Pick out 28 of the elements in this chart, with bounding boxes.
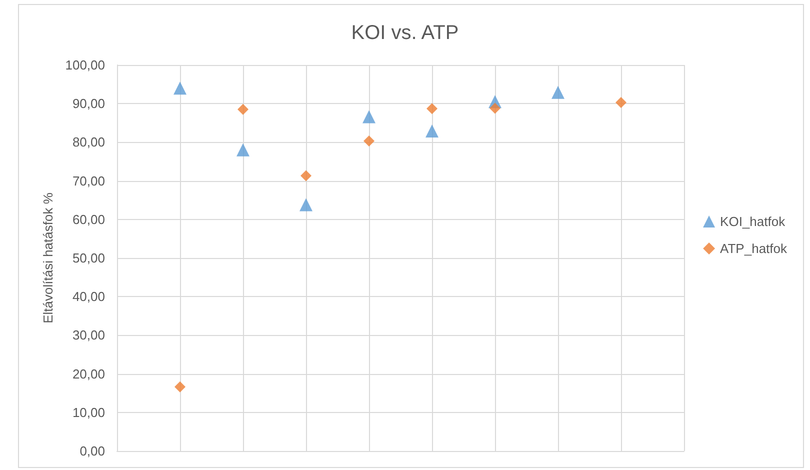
point xyxy=(174,82,186,95)
point xyxy=(364,136,374,147)
y-tick-label: 30,00 xyxy=(72,328,105,343)
point xyxy=(362,110,376,124)
y-tick-label: 60,00 xyxy=(72,212,105,227)
point xyxy=(236,143,250,156)
y-tick-label: 100,00 xyxy=(65,58,105,72)
y-tick-label: 0,00 xyxy=(80,444,105,458)
point xyxy=(426,103,438,114)
point xyxy=(426,124,438,138)
point xyxy=(174,381,186,392)
legend-label: KOI_hatfok xyxy=(720,214,786,229)
point xyxy=(552,86,564,99)
y-tick-label: 10,00 xyxy=(72,404,105,420)
y-tick-label: 70,00 xyxy=(72,173,105,188)
point xyxy=(300,170,312,182)
point xyxy=(490,102,500,114)
y-tick-label: 20,00 xyxy=(72,366,105,382)
y-tick-label: 40,00 xyxy=(72,289,105,304)
y-tick-label: 50,00 xyxy=(72,250,105,266)
y-axis-title: Eltávolítási hatásfok % xyxy=(40,192,56,324)
y-tick-label: 80,00 xyxy=(72,134,105,150)
y-tick-label: 90,00 xyxy=(72,96,105,112)
legend-label: ATP_hatfok xyxy=(720,241,788,256)
chart-title: KOI vs. ATP xyxy=(351,22,459,44)
point xyxy=(616,96,626,108)
point xyxy=(238,104,248,115)
point xyxy=(300,198,312,212)
